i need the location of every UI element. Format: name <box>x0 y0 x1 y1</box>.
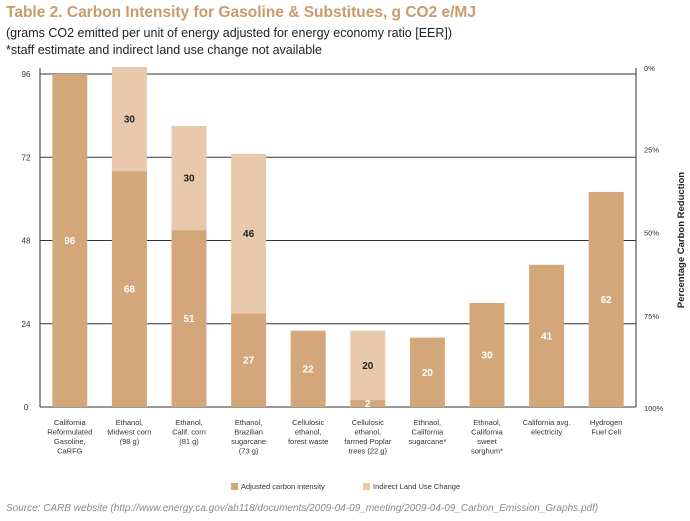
x-tick-label: California avg. electricity <box>523 418 571 437</box>
right-axis-title: Percentage Carbon Reduction <box>676 172 687 308</box>
bar-adjusted-intensity <box>588 191 624 407</box>
x-tick-label: Cellulosic ethanol, farmed Poplar trees (22… <box>344 418 392 456</box>
y-tick-label: 0 <box>24 403 29 412</box>
bar-adjusted-intensity <box>111 171 147 407</box>
bar-adjusted-intensity <box>290 330 326 407</box>
y-tick-label: 72 <box>22 153 31 162</box>
bar-value-label: 46 <box>243 229 255 240</box>
bar-value-label: 20 <box>422 368 434 379</box>
x-tick-label: Ethanol, Calif. corn (81 g) <box>172 418 206 446</box>
x-tick-label: Hydrogen Fuel Cell <box>590 418 623 437</box>
bar-adjusted-intensity <box>409 337 445 407</box>
y-tick-label: 24 <box>22 320 31 329</box>
bar-value-label: 22 <box>303 364 315 375</box>
bar-value-label: 30 <box>183 174 195 185</box>
x-tick-label: Ethanol, Midwest corn (98 g) <box>107 418 151 446</box>
bar-value-label: 96 <box>64 236 76 247</box>
bar-value-label: 27 <box>243 356 255 367</box>
bar-value-label: 20 <box>362 361 374 372</box>
bar-land-use-change <box>350 330 386 401</box>
x-tick-label: Ethnaol, California sugarcane* <box>408 418 446 446</box>
legend-swatch <box>231 483 238 490</box>
x-tick-label: Ethanol, Brazilian sugarcane (73 g) <box>231 418 266 456</box>
bar-value-label: 51 <box>183 314 195 325</box>
legend-label: Adjusted carbon intensity <box>241 482 325 491</box>
bar-adjusted-intensity <box>231 313 267 407</box>
right-tick-label: 100% <box>644 404 664 413</box>
legend-label: Indirect Land Use Change <box>373 482 460 491</box>
bar-value-label: 68 <box>124 285 136 296</box>
bar-adjusted-intensity <box>469 302 505 407</box>
x-tick-label: Cellulosic ethanol, forest waste <box>288 418 328 446</box>
right-tick-label: 25% <box>644 145 659 154</box>
bar-adjusted-intensity <box>52 74 88 407</box>
x-tick-label: California Reformulated Gasoline, CaRFG <box>47 418 92 456</box>
x-tick-label: Ethnaol, California sweet sorghum* <box>471 418 504 456</box>
bar-value-label: 30 <box>481 350 493 361</box>
y-tick-label: 96 <box>22 70 31 79</box>
chart-title: Table 2. Carbon Intensity for Gasoline &… <box>6 4 476 21</box>
right-tick-label: 0% <box>644 64 655 73</box>
bar-value-label: 2 <box>365 399 371 410</box>
chart-note: *staff estimate and indirect land use ch… <box>6 43 322 57</box>
bar-adjusted-intensity <box>171 230 207 407</box>
chart-subtitle: (grams CO2 emitted per unit of energy ad… <box>6 26 453 40</box>
bar-land-use-change <box>171 126 207 231</box>
bar-value-label: 30 <box>124 115 136 126</box>
bar-adjusted-intensity <box>529 264 565 407</box>
right-tick-label: 75% <box>644 312 659 321</box>
bar-value-label: 62 <box>601 295 613 306</box>
source-note: Source: CARB website (http://www.energy.… <box>6 503 599 514</box>
bar-value-label: 41 <box>541 331 553 342</box>
bar-land-use-change <box>231 153 267 314</box>
right-tick-label: 50% <box>644 229 659 238</box>
legend-swatch <box>363 483 370 490</box>
y-tick-label: 48 <box>22 237 31 246</box>
bar-land-use-change <box>111 67 147 172</box>
stacked-bar-chart: 0 24 48 72 96 0% 25% 50% 75% 100% Percentage Carbo… <box>22 64 687 491</box>
bar-adjusted-intensity <box>350 400 386 407</box>
